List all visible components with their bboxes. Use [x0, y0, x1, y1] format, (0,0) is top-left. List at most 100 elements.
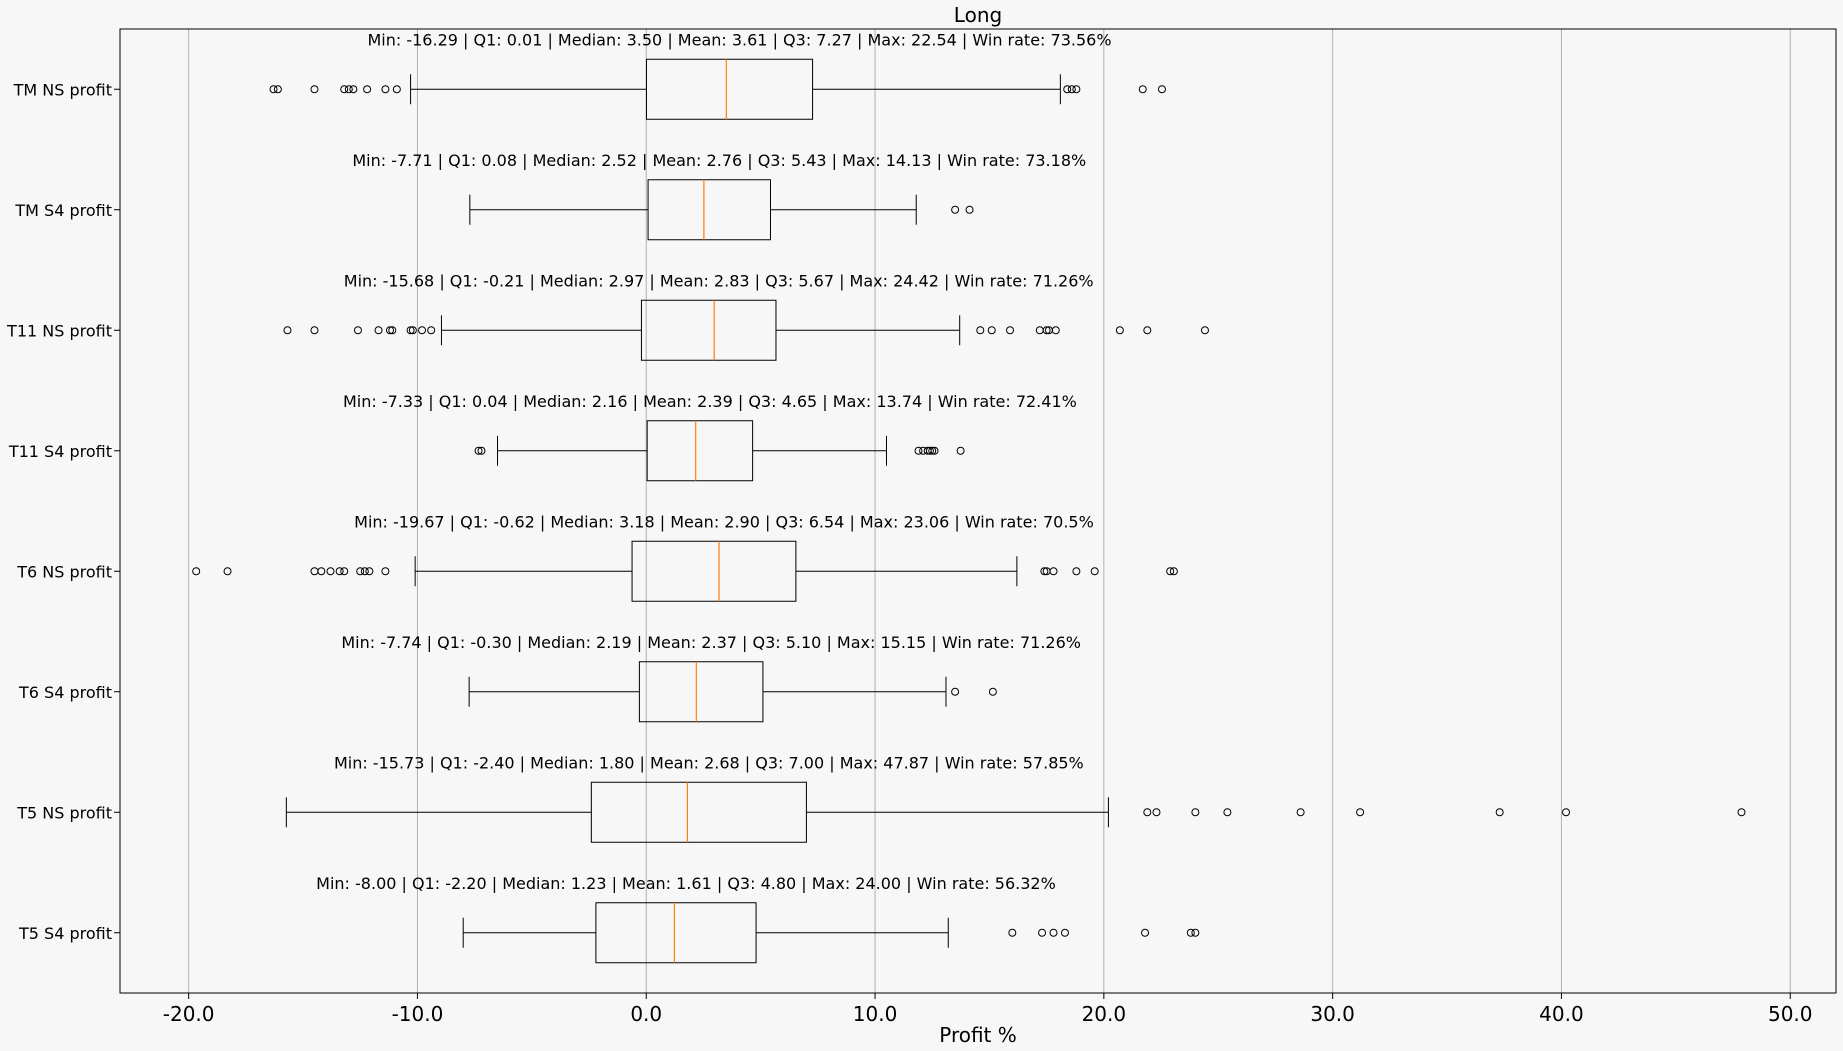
outlier-point [269, 85, 278, 94]
x-tick-label: 20.0 [1082, 1002, 1127, 1026]
outlier-point [1737, 808, 1746, 817]
outlier-point [1186, 928, 1195, 937]
x-axis: -20.0 -10.0 0.0 10.0 20.0 30.0 40.0 50.0 [163, 993, 1813, 1026]
box-annotation: Min: -7.33 | Q1: 0.04 | Median: 2.16 | M… [343, 392, 1077, 411]
y-tick-label: T5 NS profit [16, 803, 112, 822]
outlier-point [1090, 567, 1099, 576]
outlier-point [1008, 928, 1017, 937]
box-series: Min: -16.29 | Q1: 0.01 | Median: 3.50 | … [192, 30, 1746, 964]
outlier-point [1063, 85, 1072, 94]
outlier-point [1296, 808, 1305, 817]
box-group: Min: -15.73 | Q1: -2.40 | Median: 1.80 |… [285, 753, 1746, 843]
outlier-point [418, 326, 427, 335]
outlier-point [1040, 567, 1049, 576]
outlier-point [988, 687, 997, 696]
y-tick-label: TM NS profit [13, 80, 112, 99]
outlier-point [273, 85, 282, 94]
x-tick-label: 0.0 [630, 1002, 662, 1026]
outlier-point [326, 567, 335, 576]
iqr-box [647, 179, 771, 241]
iqr-box [646, 420, 754, 482]
box-annotation: Min: -15.68 | Q1: -0.21 | Median: 2.97 |… [344, 271, 1094, 290]
outlier-point [1152, 808, 1161, 817]
x-tick-label: 10.0 [853, 1002, 898, 1026]
outlier-point [951, 687, 960, 696]
x-tick-label: -20.0 [163, 1002, 215, 1026]
box-group: Min: -16.29 | Q1: 0.01 | Median: 3.50 | … [269, 30, 1166, 120]
outlier-point [1200, 326, 1209, 335]
outlier-point [340, 567, 349, 576]
outlier-point [1042, 326, 1051, 335]
x-tick-label: -10.0 [392, 1002, 444, 1026]
box-annotation: Min: -19.67 | Q1: -0.62 | Median: 3.18 |… [354, 512, 1094, 531]
outlier-point [365, 567, 374, 576]
x-tick-label: 40.0 [1539, 1002, 1584, 1026]
box-annotation: Min: -8.00 | Q1: -2.20 | Median: 1.23 | … [316, 874, 1056, 893]
outlier-point [223, 567, 232, 576]
outlier-point [1115, 326, 1124, 335]
outlier-point [385, 326, 394, 335]
outlier-point [1191, 928, 1200, 937]
outlier-point [340, 85, 349, 94]
outlier-point [317, 567, 326, 576]
outlier-point [1049, 567, 1058, 576]
box-group: Min: -8.00 | Q1: -2.20 | Median: 1.23 | … [316, 874, 1200, 964]
box-group: Min: -19.67 | Q1: -0.62 | Median: 3.18 |… [192, 512, 1178, 602]
outlier-point [1006, 326, 1015, 335]
x-tick-label: 50.0 [1768, 1002, 1813, 1026]
outlier-point [310, 326, 319, 335]
box-group: Min: -7.71 | Q1: 0.08 | Median: 2.52 | M… [352, 151, 1086, 241]
grid-lines [188, 29, 1791, 993]
outlier-point [930, 446, 939, 455]
box-group: Min: -7.33 | Q1: 0.04 | Median: 2.16 | M… [343, 392, 1077, 482]
outlier-point [349, 85, 358, 94]
y-axis: TM NS profit TM S4 profit T11 NS profit T11… [6, 80, 120, 943]
outlier-point [1138, 85, 1147, 94]
outlier-point [1038, 928, 1047, 937]
outlier-point [1072, 567, 1081, 576]
iqr-box [595, 902, 757, 964]
chart-title: Long [954, 3, 1002, 27]
box-annotation: Min: -16.29 | Q1: 0.01 | Median: 3.50 | … [367, 30, 1111, 49]
outlier-point [1223, 808, 1232, 817]
y-tick-label: T6 NS profit [16, 562, 112, 581]
x-tick-label: 30.0 [1310, 1002, 1355, 1026]
y-tick-label: T5 S4 profit [18, 924, 112, 943]
outlier-point [987, 326, 996, 335]
box-group: Min: -7.74 | Q1: -0.30 | Median: 2.19 | … [341, 633, 1081, 723]
outlier-point [1191, 808, 1200, 817]
outlier-point [1157, 85, 1166, 94]
outlier-point [965, 205, 974, 214]
outlier-point [1562, 808, 1571, 817]
outlier-point [374, 326, 383, 335]
outlier-point [956, 446, 965, 455]
outlier-point [1143, 808, 1152, 817]
outlier-point [381, 85, 390, 94]
outlier-point [1051, 326, 1060, 335]
outlier-point [1049, 928, 1058, 937]
box-annotation: Min: -7.74 | Q1: -0.30 | Median: 2.19 | … [341, 633, 1081, 652]
outlier-point [951, 205, 960, 214]
outlier-point [1067, 85, 1076, 94]
outlier-point [344, 85, 353, 94]
y-tick-label: T6 S4 profit [18, 683, 112, 702]
outlier-point [310, 85, 319, 94]
iqr-box [640, 299, 777, 361]
outlier-point [1072, 85, 1081, 94]
outlier-point [381, 567, 390, 576]
outlier-point [363, 85, 372, 94]
iqr-box [645, 58, 814, 120]
outlier-point [474, 446, 483, 455]
outlier-point [928, 446, 937, 455]
x-axis-label: Profit % [939, 1023, 1017, 1047]
plot-frame [119, 28, 1837, 994]
box-annotation: Min: -7.71 | Q1: 0.08 | Median: 2.52 | M… [352, 151, 1086, 170]
outlier-point [1060, 928, 1069, 937]
iqr-box [590, 781, 807, 843]
y-tick-label: T11 S4 profit [8, 442, 112, 461]
outlier-point [353, 326, 362, 335]
outlier-point [408, 326, 417, 335]
outlier-point [335, 567, 344, 576]
